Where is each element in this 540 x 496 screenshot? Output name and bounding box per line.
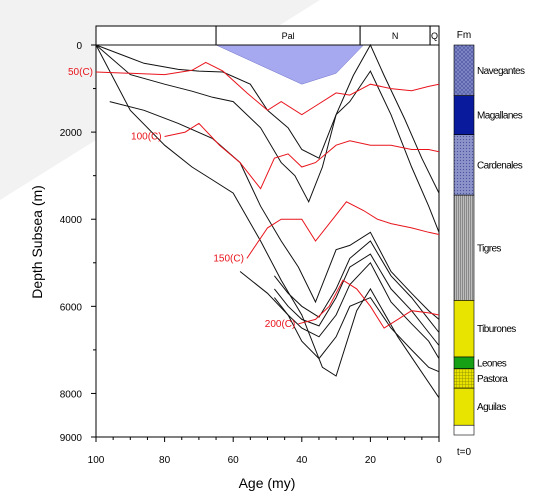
- burial-line-5: [274, 240, 440, 333]
- formation-block-5: [453, 356, 475, 369]
- y-tick-label: 9000: [60, 433, 83, 444]
- formation-label-0: Navegantes: [477, 66, 525, 77]
- y-tick-label: 6000: [60, 302, 83, 313]
- formation-block-0: [453, 44, 475, 97]
- epoch-cell-0: [95, 25, 217, 46]
- formation-block-6: [453, 368, 475, 389]
- epoch-label-3: Q: [431, 31, 438, 41]
- isotherm-2: [246, 201, 440, 259]
- formation-label-6: Pastora: [477, 374, 508, 385]
- formation-block-8: [453, 424, 475, 436]
- isotherm-3: [298, 279, 440, 329]
- formation-label-2: Cardenales: [477, 160, 523, 171]
- isotherm-lines: 50(C) 100(C) 150(C) 200(C): [68, 61, 440, 330]
- formation-label-7: Aguilas: [477, 402, 506, 413]
- y-tick-label: 4000: [60, 215, 83, 226]
- isotherm-0: [95, 61, 440, 116]
- y-tick-label: 8000: [60, 389, 83, 400]
- x-tick-label: 100: [88, 455, 105, 466]
- y-tick-label: 2000: [60, 128, 83, 139]
- x-tick-label: 40: [296, 455, 308, 466]
- burial-line-4: [109, 101, 440, 320]
- formation-label-4: Tiburones: [477, 324, 516, 335]
- formation-block-7: [453, 387, 475, 426]
- isotherm-label-3: 200(C): [265, 319, 296, 330]
- isotherm-label-1: 100(C): [131, 131, 162, 142]
- formation-column: Navegantes Magallanes Cardenales Tigres Tibu…: [453, 44, 526, 436]
- x-axis: 100 80 60 40 20 0: [88, 437, 442, 466]
- x-tick-label: 20: [365, 455, 377, 466]
- y-tick-label: 0: [76, 41, 82, 52]
- y-axis: 0 2000 4000 6000 8000 9000: [60, 41, 96, 444]
- isotherm-1: [164, 122, 440, 190]
- x-tick-label: 60: [228, 455, 240, 466]
- epoch-label-1: Pal: [282, 31, 295, 41]
- epoch-label-2: N: [392, 31, 399, 41]
- burial-line-3: [95, 44, 440, 233]
- x-tick-label: 0: [436, 455, 442, 466]
- formation-block-1: [453, 95, 475, 135]
- plot-area: [95, 44, 440, 438]
- formation-header: Fm: [457, 30, 471, 41]
- formation-label-1: Magallanes: [477, 111, 523, 122]
- x-axis-title: Age (my): [239, 475, 296, 491]
- formation-label-3: Tigres: [477, 243, 501, 254]
- formation-block-3: [453, 194, 475, 301]
- burial-line-6: [274, 253, 440, 346]
- y-axis-title: Depth Subsea (m): [29, 185, 45, 299]
- formation-block-2: [453, 134, 475, 196]
- epoch-bar: Pal N Q: [95, 25, 440, 46]
- isotherm-label-2: 150(C): [213, 253, 244, 264]
- formation-label-5: Leones: [477, 358, 507, 369]
- x-tick-label: 80: [159, 455, 171, 466]
- isotherm-label-0: 50(C): [68, 67, 93, 78]
- burial-line-8: [239, 271, 440, 373]
- formation-footer: t=0: [457, 447, 472, 458]
- formation-block-4: [453, 300, 475, 358]
- burial-line-9: [95, 44, 440, 399]
